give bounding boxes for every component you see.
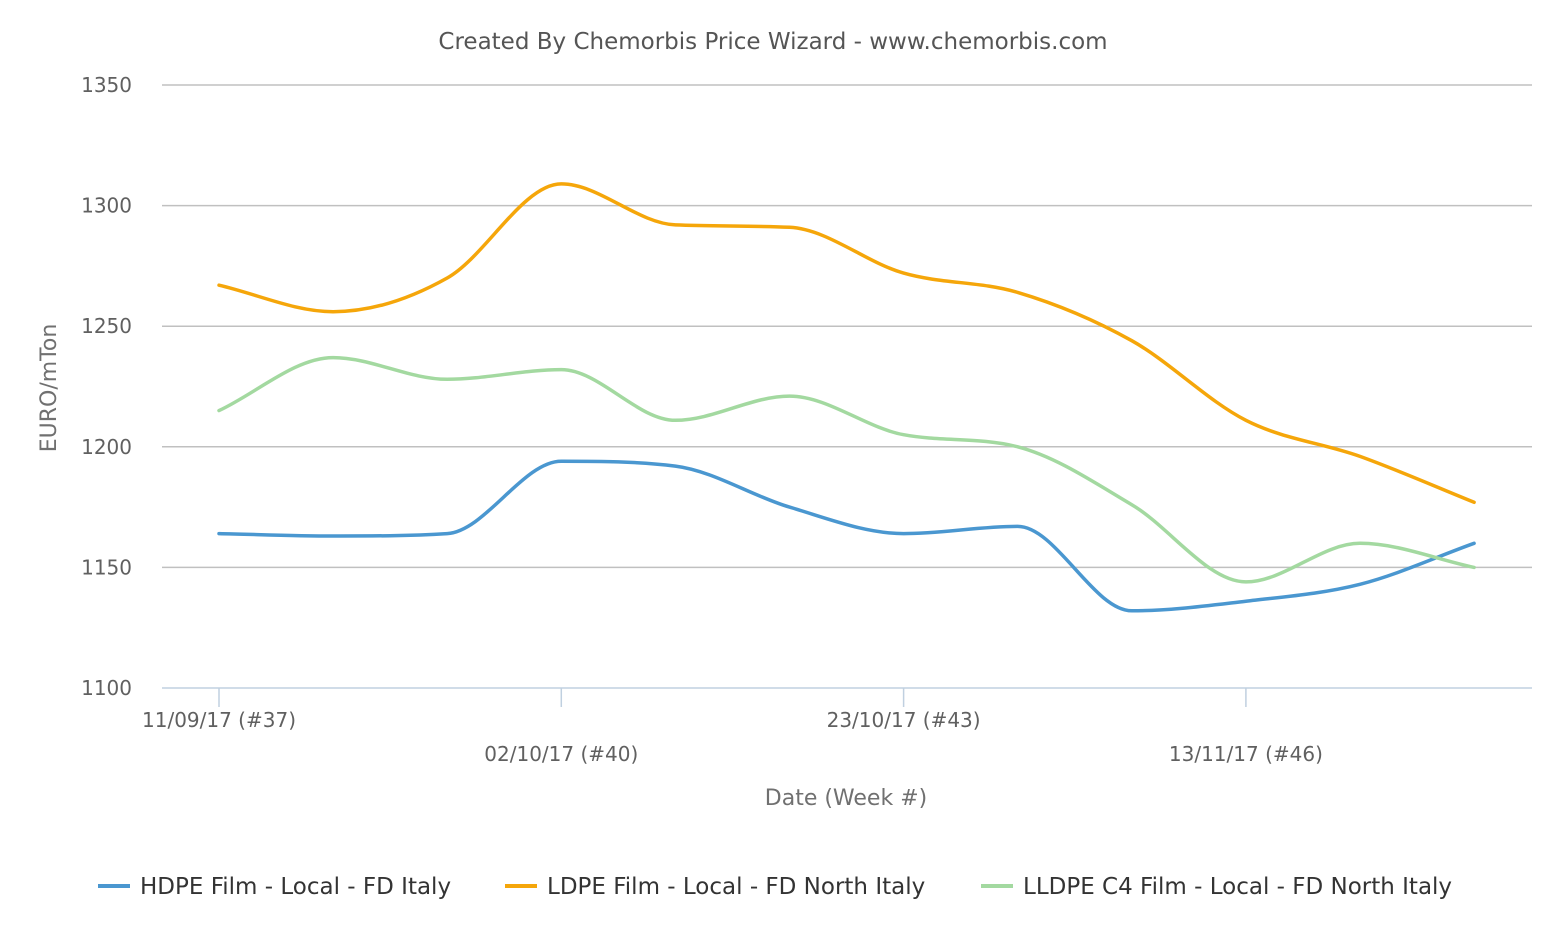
legend-item-3[interactable]: LLDPE C4 Film - Local - FD North Italy [981, 874, 1452, 900]
x-axis-title: Date (Week #) [765, 786, 927, 811]
x-tick-label: 11/09/17 (#37) [142, 708, 296, 732]
y-axis-ticks: 1100 1150 1200 1250 1300 1350 [81, 73, 132, 700]
legend-item-1[interactable]: HDPE Film - Local - FD Italy [98, 874, 451, 900]
y-tick-label: 1200 [81, 435, 132, 459]
gridlines [162, 84, 1532, 569]
series-line-1[interactable] [217, 459, 1476, 613]
y-tick-label: 1300 [81, 194, 132, 218]
chart-title: Created By Chemorbis Price Wizard - www.… [438, 29, 1107, 55]
series-line-2[interactable] [217, 182, 1476, 505]
legend[interactable]: HDPE Film - Local - FD Italy LDPE Film - … [98, 874, 1452, 900]
x-tick-label: 02/10/17 (#40) [484, 742, 638, 766]
series-line-3[interactable] [217, 355, 1476, 584]
x-axis: 11/09/17 (#37) 02/10/17 (#40) 23/10/17 (#4… [142, 687, 1532, 766]
legend-label: LLDPE C4 Film - Local - FD North Italy [1023, 874, 1452, 900]
y-axis-title: EURO/mTon [37, 324, 62, 453]
x-tick-label: 13/11/17 (#46) [1169, 742, 1323, 766]
y-tick-label: 1250 [81, 314, 132, 338]
legend-label: LDPE Film - Local - FD North Italy [547, 874, 925, 900]
y-tick-label: 1100 [81, 676, 132, 700]
series-lines [217, 182, 1476, 613]
x-tick-label: 23/10/17 (#43) [827, 708, 981, 732]
legend-item-2[interactable]: LDPE Film - Local - FD North Italy [505, 874, 925, 900]
legend-label: HDPE Film - Local - FD Italy [140, 874, 451, 900]
y-tick-label: 1150 [81, 555, 132, 579]
y-tick-label: 1350 [81, 73, 132, 97]
